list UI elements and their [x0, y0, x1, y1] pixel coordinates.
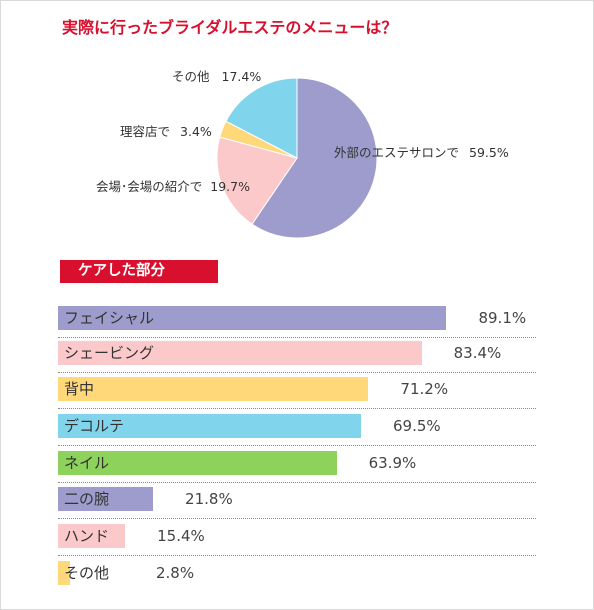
bar — [58, 524, 126, 548]
row-separator — [58, 337, 536, 338]
bar-value: 63.9% — [368, 454, 417, 472]
pie-label-barber-text: 理容店で — [120, 124, 171, 139]
pie-label-other-text: その他 — [172, 69, 210, 84]
row-separator — [58, 555, 536, 556]
bar — [58, 341, 422, 365]
pie-label-venue: 会場･会場の紹介で 19.7% — [96, 176, 250, 195]
bar-row: その他 2.8% — [58, 561, 536, 598]
bar-row: デコルテ 69.5% — [58, 414, 536, 451]
row-separator — [58, 518, 536, 519]
row-separator — [58, 372, 536, 373]
bar — [58, 377, 369, 401]
bar-label: 二の腕 — [64, 490, 110, 508]
bar-row: 二の腕 21.8% — [58, 487, 536, 524]
bar-value: 69.5% — [393, 417, 441, 435]
bar — [58, 561, 71, 585]
bar-label: ネイル — [64, 454, 110, 472]
bar-value: 89.1% — [478, 309, 527, 327]
pie-label-salon: 外部のエステサロンで 59.5% — [334, 142, 509, 161]
bar-value: 2.8% — [156, 564, 195, 582]
pie-label-salon-barber: 理容店で 3.4% — [120, 121, 212, 140]
pie-svg — [216, 77, 378, 239]
bar — [58, 414, 362, 438]
bar-row: ハンド 15.4% — [58, 524, 536, 561]
pie-label-venue-value: 19.7% — [210, 179, 250, 194]
bar — [58, 451, 337, 475]
bar-value: 21.8% — [185, 490, 233, 508]
bar-row: シェービング 83.4% — [58, 341, 536, 378]
bar — [58, 487, 154, 511]
bar-label: ハンド — [64, 527, 110, 545]
pie-label-barber-value: 3.4% — [180, 124, 212, 139]
bar-label: シェービング — [64, 344, 155, 362]
row-separator — [58, 482, 536, 483]
bar-value: 71.2% — [400, 380, 449, 398]
row-separator — [58, 408, 536, 409]
pie-label-other-value: 17.4% — [221, 69, 262, 84]
bar-row: フェイシャル 89.1% — [58, 306, 536, 343]
bar-label: 背中 — [64, 380, 95, 398]
pie-label-other: その他 17.4% — [172, 66, 261, 85]
bar-row: 背中 71.2% — [58, 377, 536, 414]
bar-value: 83.4% — [453, 344, 502, 362]
pie-slice-0 — [251, 77, 378, 239]
bar-label: フェイシャル — [64, 309, 155, 327]
bar-row: ネイル 63.9% — [58, 451, 536, 488]
bar — [58, 306, 447, 330]
pie-label-venue-text: 会場･会場の紹介で — [96, 179, 203, 194]
pie-slice-3 — [225, 77, 298, 159]
chart-title: 実際に行ったブライダルエステのメニューは？ — [62, 18, 398, 37]
pie-chart: 外部のエステサロンで 59.5% 会場･会場の紹介で 19.7% 理容店で 3.4% … — [0, 0, 594, 260]
pie-slice-1 — [216, 136, 298, 225]
pie-label-salon-text: 外部のエステサロンで — [334, 145, 460, 160]
pie-label-salon-value: 59.5% — [469, 145, 509, 160]
section-heading: ケアした部分 — [60, 260, 218, 283]
bar-label: デコルテ — [64, 417, 125, 435]
bar-value: 15.4% — [157, 527, 205, 545]
bar-label: その他 — [64, 564, 110, 582]
row-separator — [58, 445, 536, 446]
